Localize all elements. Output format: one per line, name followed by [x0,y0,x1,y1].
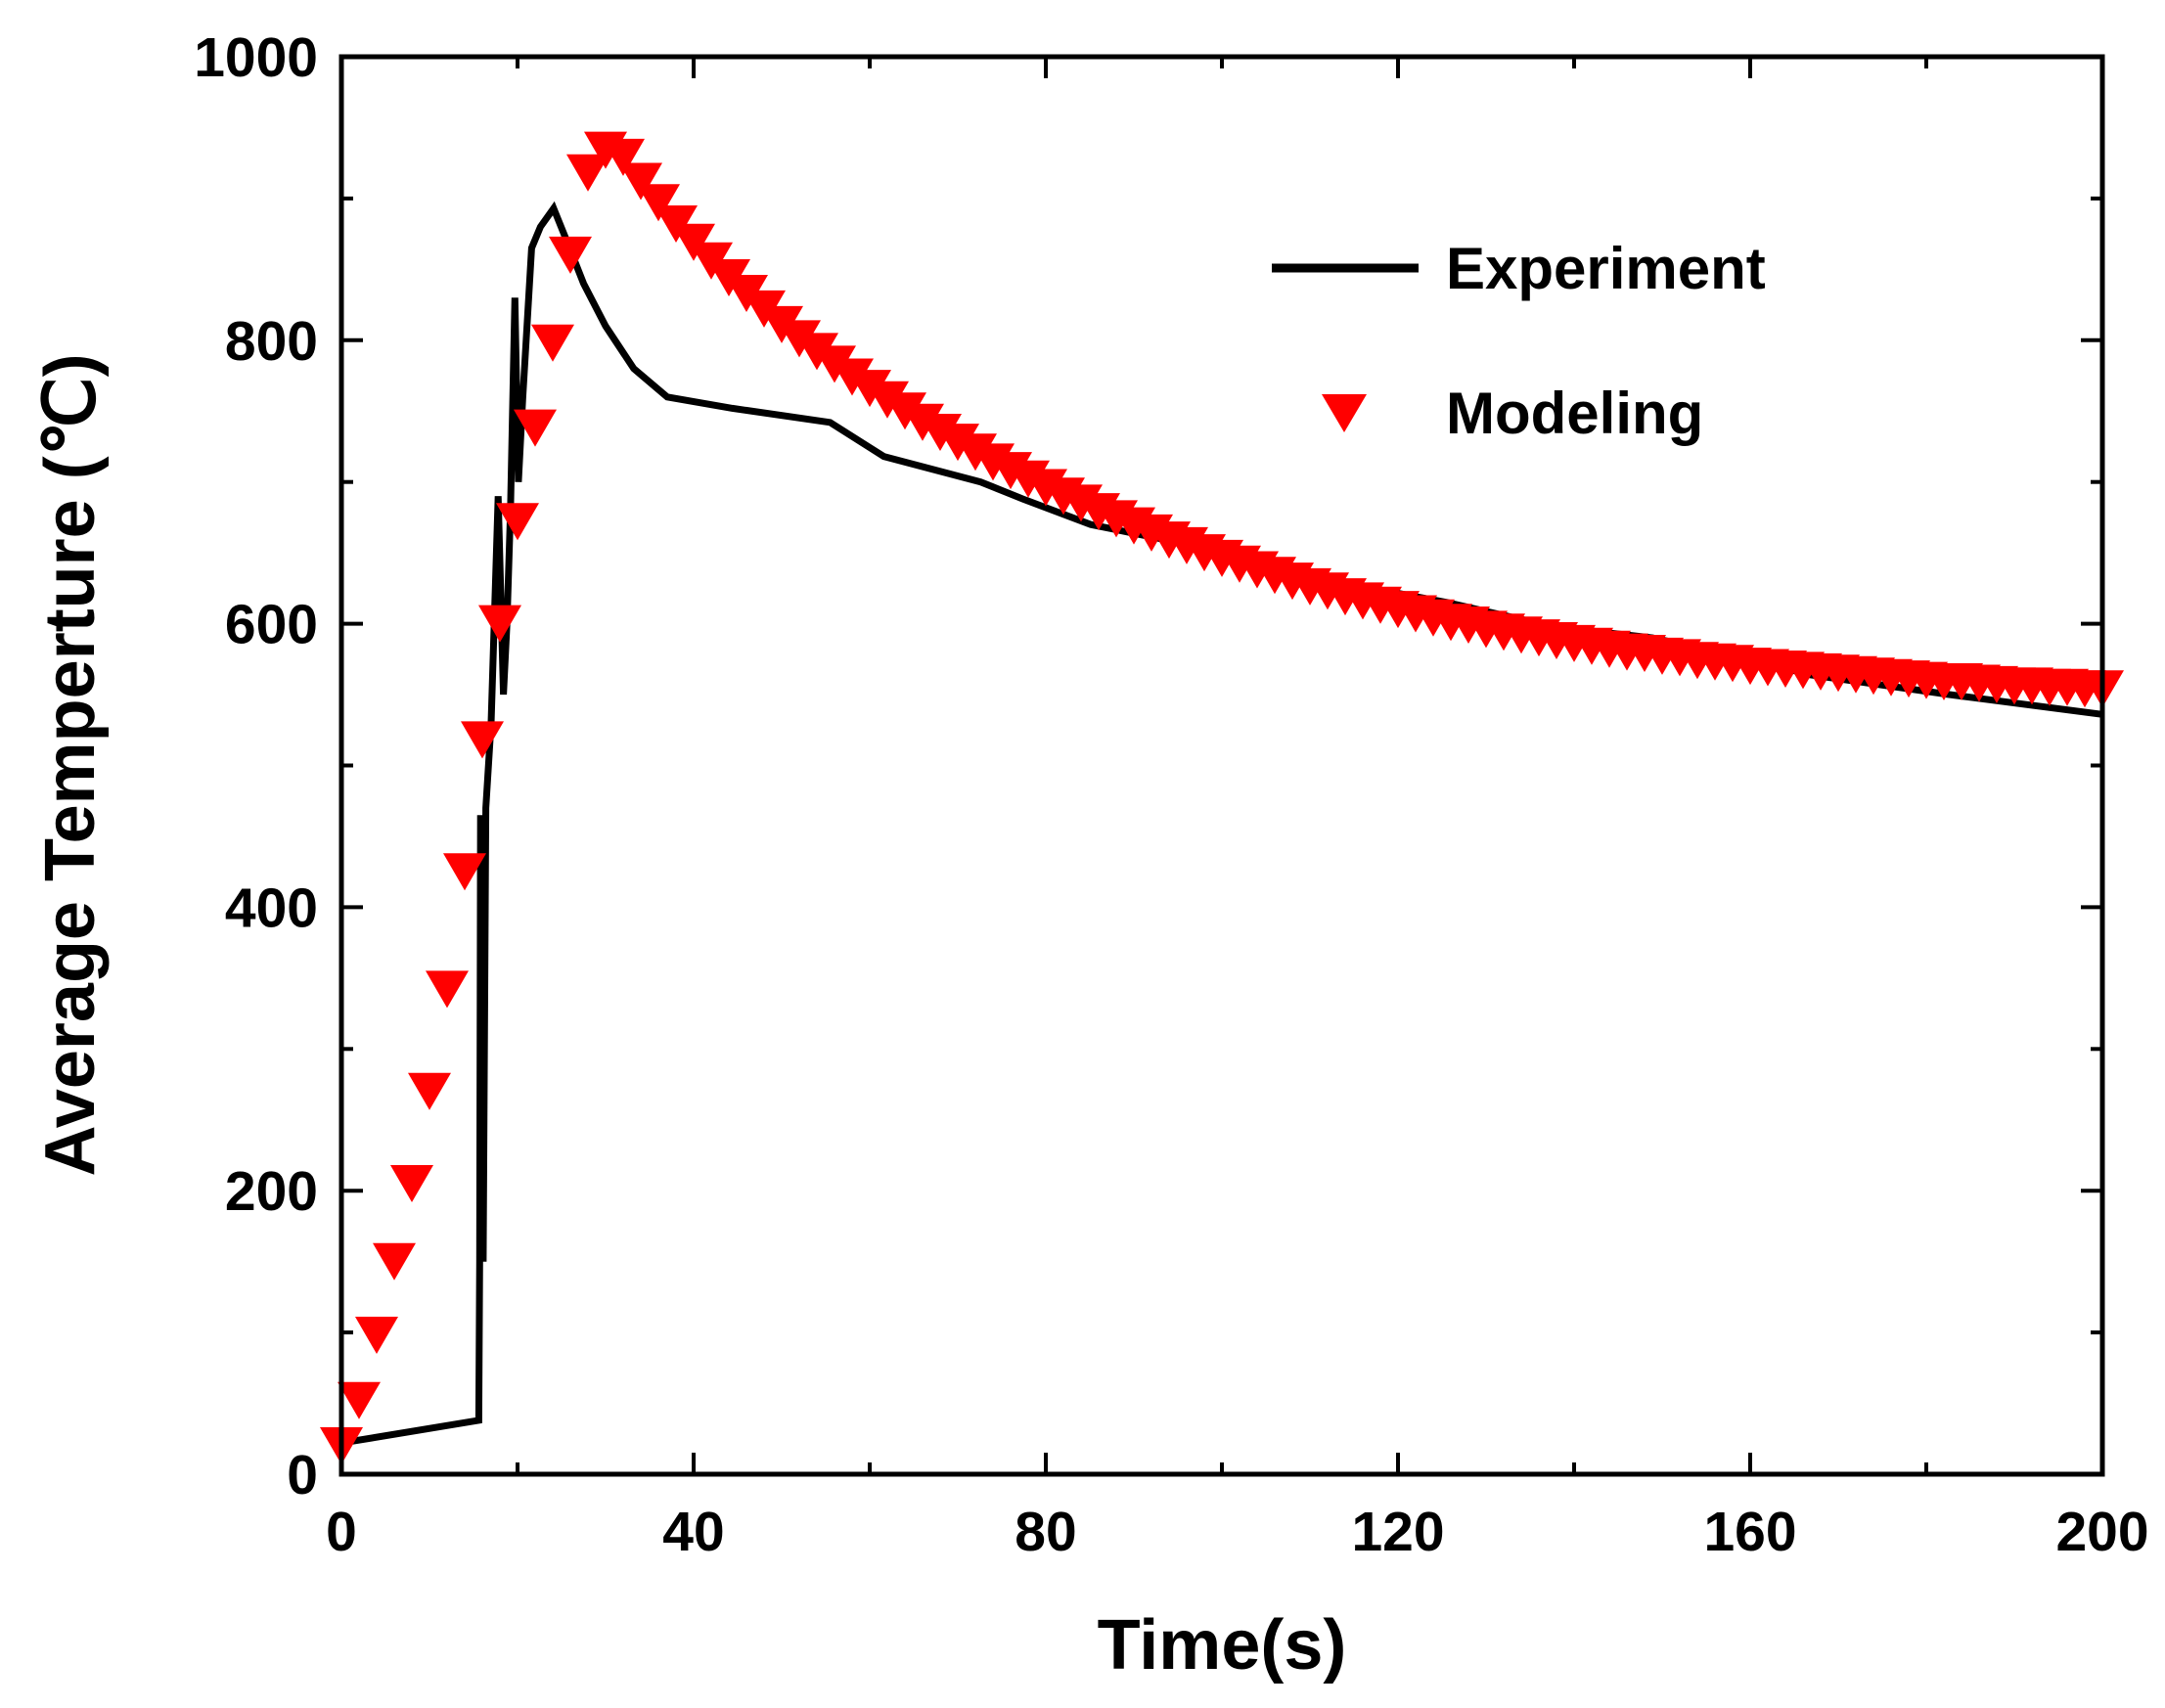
modeling-point [549,236,592,274]
modeling-point [637,184,680,222]
modeling-point [954,433,997,472]
modeling-point [919,414,962,451]
legend-label-modeling: Modeling [1446,381,1703,446]
x-tick-label: 200 [2055,1501,2148,1563]
modeling-point [426,970,469,1009]
y-tick-label: 1000 [194,26,318,89]
y-tick-label: 800 [225,310,318,373]
x-tick-label: 160 [1703,1501,1796,1563]
modeling-point [461,721,504,759]
modeling-point [619,162,662,201]
modeling-point [566,154,609,192]
y-tick-label: 0 [287,1444,318,1506]
tick-labels: 0 40 80 120 160 200 0 200 400 600 800 1000 [194,26,2148,1563]
modeling-point [514,409,557,447]
modeling-point [373,1242,416,1281]
modeling-point [408,1072,451,1110]
modeling-point [478,605,521,643]
y-axis-title: Average Temperture (℃) [31,353,110,1176]
y-tick-label: 600 [225,594,318,656]
x-tick-label: 80 [1015,1501,1076,1563]
x-tick-label: 0 [326,1501,357,1563]
x-axis-title: Time(s) [1098,1606,1347,1685]
modeling-point [496,503,539,541]
y-tick-label: 400 [225,876,318,939]
modeling-point [531,324,574,362]
legend: Experiment Modeling [1272,236,1766,446]
modeling-point [848,370,891,408]
modeling-point [831,358,874,396]
modeling-point [866,381,909,419]
y-tick-label: 200 [225,1160,318,1223]
plot-frame [338,54,2105,1477]
modeling-point [602,138,645,176]
modeling-point [443,853,486,891]
modeling-point [901,403,944,441]
modeling-point [355,1317,398,1354]
modeling-point [390,1165,433,1202]
legend-label-experiment: Experiment [1446,236,1766,301]
modeling-point [883,392,926,430]
modeling-point [338,1381,381,1419]
legend-marker-modeling [1322,394,1367,432]
x-tick-label: 120 [1351,1501,1444,1563]
x-tick-label: 40 [662,1501,724,1563]
data-marks [320,131,2124,1464]
modeling-point [936,424,979,462]
